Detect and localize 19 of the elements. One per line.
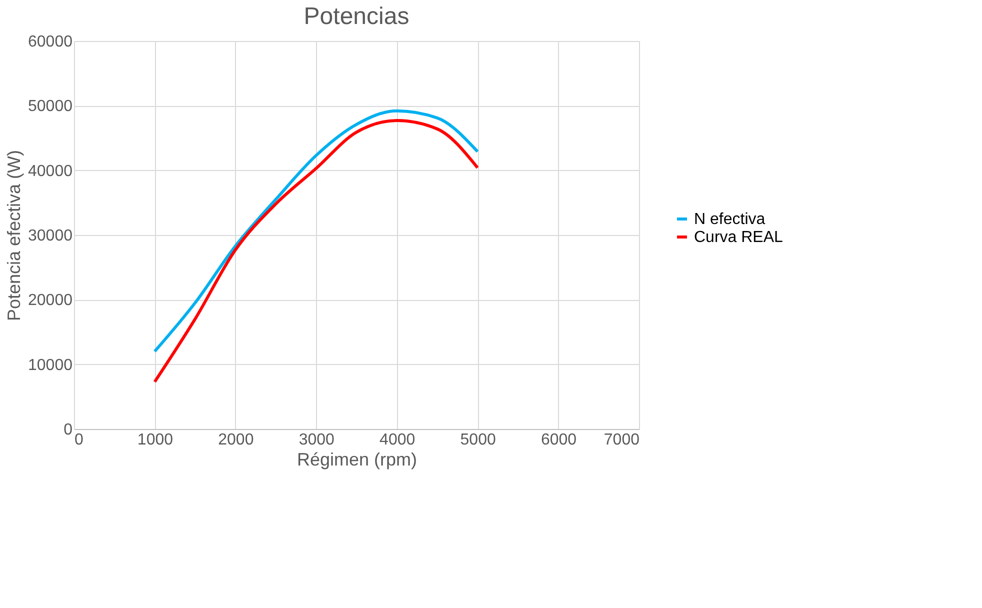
chart-title: Potencias <box>304 3 410 30</box>
x-tick-label: 3000 <box>298 432 335 448</box>
x-tick-label: 2000 <box>218 432 254 448</box>
x-tick-label: 5000 <box>460 432 496 448</box>
y-tick-label: 30000 <box>28 228 73 244</box>
x-tick-label: 6000 <box>540 432 577 448</box>
y-tick-label: 60000 <box>28 34 73 50</box>
y-tick-label: 10000 <box>28 356 73 374</box>
y-axis-title: Potencia efectiva (W) <box>4 150 24 322</box>
y-tick-label: 20000 <box>28 292 73 310</box>
x-tick-label: 1000 <box>137 432 174 448</box>
legend-label: N efectiva <box>694 211 766 228</box>
y-tick-label: 40000 <box>28 162 73 180</box>
x-axis-title: Régimen (rpm) <box>296 450 418 470</box>
legend-label: Curva REAL <box>694 229 784 246</box>
y-tick-label: 50000 <box>28 98 73 116</box>
x-tick-label: 4000 <box>380 432 416 448</box>
x-tick-label: 0 <box>74 432 84 448</box>
x-tick-label: 7000 <box>604 432 640 448</box>
